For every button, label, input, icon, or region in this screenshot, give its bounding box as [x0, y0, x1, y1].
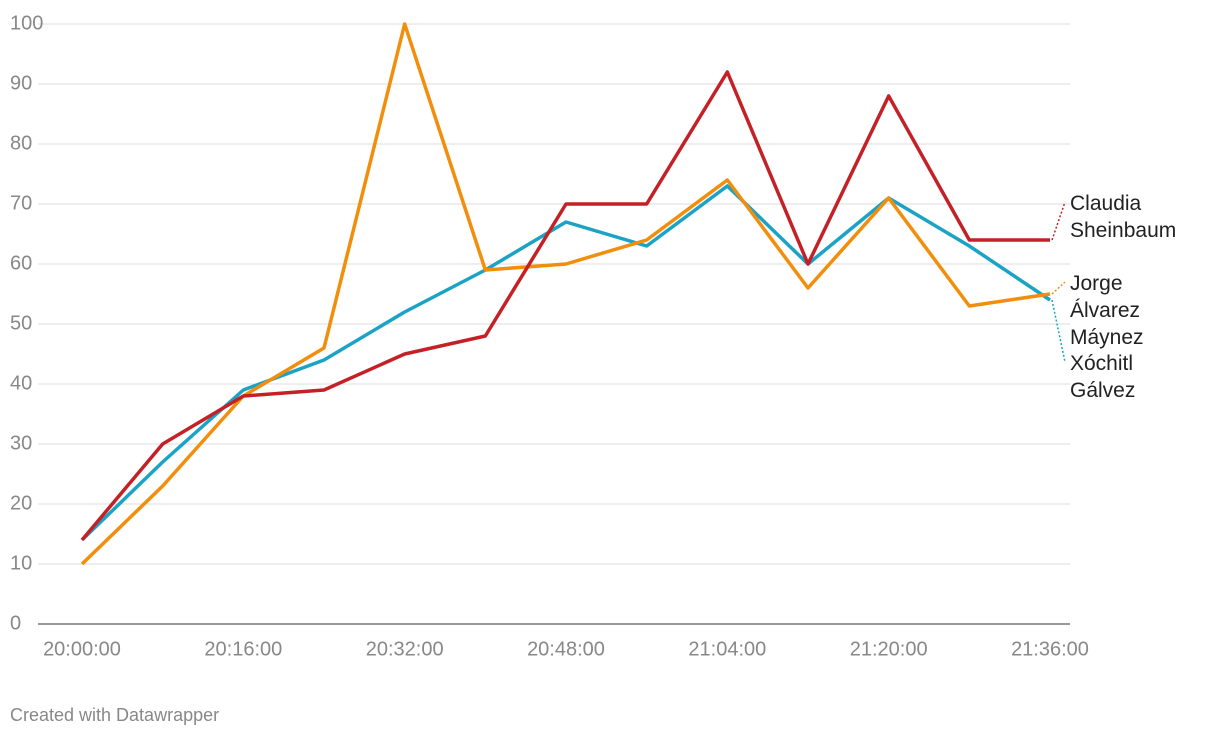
y-tick-label: 0	[10, 612, 21, 634]
x-tick-label: 20:16:00	[204, 638, 282, 660]
x-tick-label: 21:20:00	[850, 638, 928, 660]
x-tick-label: 21:04:00	[688, 638, 766, 660]
y-tick-label: 60	[10, 252, 32, 274]
x-tick-label: 20:00:00	[43, 638, 121, 660]
x-tick-label: 20:32:00	[366, 638, 444, 660]
series-line	[80, 70, 1050, 542]
label-connector	[1051, 299, 1066, 363]
y-tick-label: 20	[10, 492, 32, 514]
y-tick-label: 40	[10, 372, 32, 394]
label-connector	[1051, 281, 1066, 295]
x-tick-label: 20:48:00	[527, 638, 605, 660]
y-tick-label: 50	[10, 312, 32, 334]
series-label: Claudia Sheinbaum	[1070, 192, 1177, 242]
y-tick-label: 30	[10, 432, 32, 454]
series-label: Jorge Álvarez Máynez	[1070, 272, 1144, 349]
y-tick-label: 80	[10, 132, 32, 154]
label-connector	[1051, 201, 1066, 241]
footer: Created with Datawrapper	[10, 705, 220, 725]
y-tick-label: 10	[10, 552, 32, 574]
x-tick-label: 21:36:00	[1011, 638, 1089, 660]
y-tick-label: 100	[10, 12, 43, 34]
series-line	[80, 22, 1051, 566]
y-tick-label: 90	[10, 72, 32, 94]
series-line	[80, 184, 1051, 542]
y-tick-label: 70	[10, 192, 32, 214]
series-label: Xóchitl Gálvez	[1070, 352, 1136, 402]
